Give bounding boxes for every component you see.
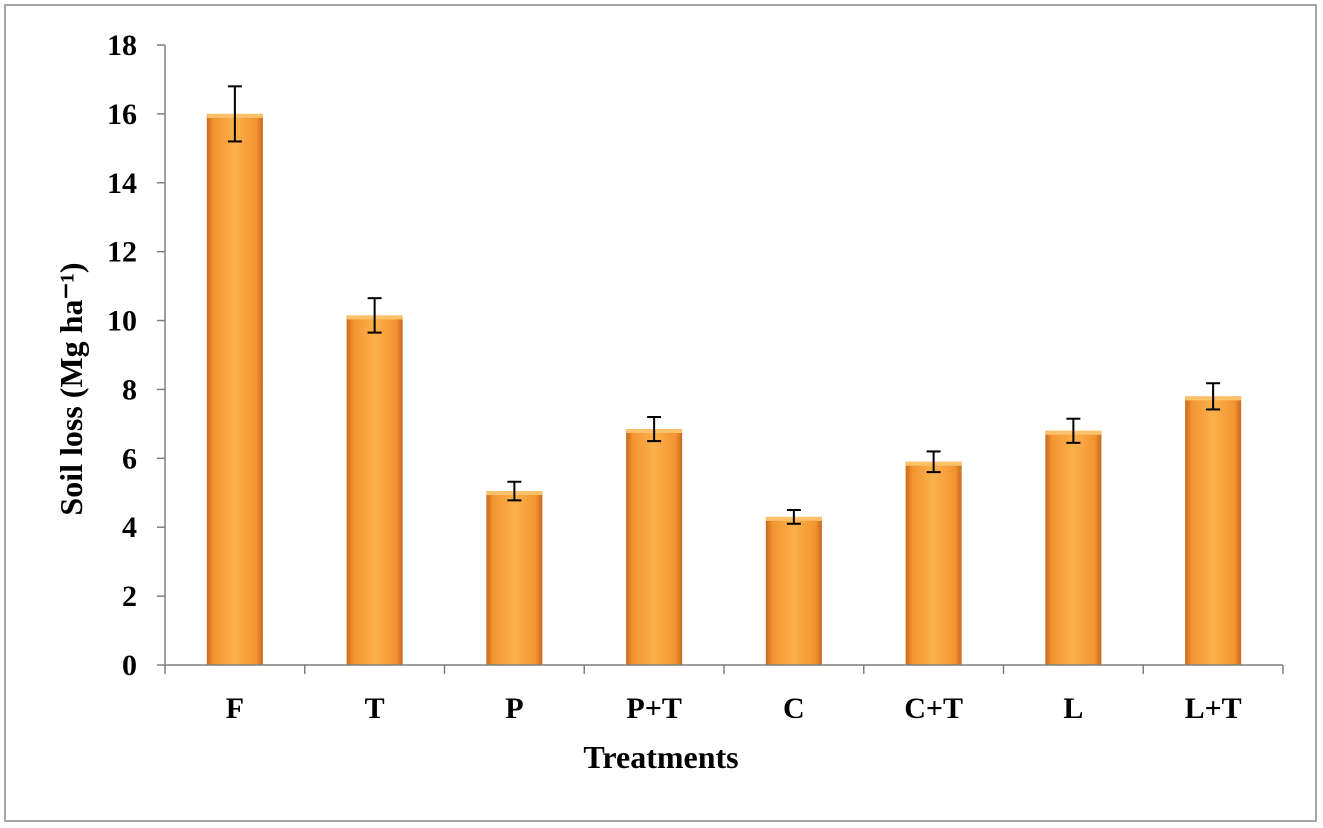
y-axis-ticks: 0 2 4 6 8 10 12 14 16 18 bbox=[107, 29, 165, 682]
bars bbox=[206, 113, 1242, 665]
bar bbox=[1185, 396, 1242, 665]
error-bar bbox=[1066, 417, 1081, 444]
error-bars bbox=[227, 85, 1221, 525]
bar bbox=[346, 315, 403, 665]
x-tick-label: P+T bbox=[626, 692, 681, 725]
error-bar bbox=[507, 480, 522, 502]
y-tick-label: 0 bbox=[122, 649, 137, 682]
x-tick-label: F bbox=[226, 692, 244, 725]
bar-body bbox=[765, 516, 822, 665]
bar bbox=[1045, 430, 1102, 665]
y-tick-label: 10 bbox=[107, 305, 137, 338]
y-tick-label: 18 bbox=[107, 29, 137, 62]
y-tick-label: 2 bbox=[122, 580, 137, 613]
x-tick-label: L+T bbox=[1185, 692, 1242, 725]
y-tick-label: 4 bbox=[122, 511, 137, 544]
error-bar bbox=[1206, 382, 1221, 411]
x-tick-label: C bbox=[783, 692, 805, 725]
x-tick-label: L bbox=[1063, 692, 1083, 725]
error-bar bbox=[786, 509, 801, 525]
bar bbox=[206, 113, 263, 665]
bar bbox=[486, 491, 543, 665]
error-bar bbox=[647, 416, 662, 443]
bar-body bbox=[1045, 430, 1102, 665]
bar-body bbox=[905, 461, 962, 665]
y-tick-label: 12 bbox=[107, 236, 137, 269]
error-bar bbox=[367, 297, 382, 334]
bar-body bbox=[486, 491, 543, 665]
y-tick-label: 6 bbox=[122, 442, 137, 475]
bar-body bbox=[346, 315, 403, 665]
bar-body bbox=[1185, 396, 1242, 665]
x-tick-label: C+T bbox=[904, 692, 963, 725]
bar bbox=[626, 429, 683, 665]
bar bbox=[765, 516, 822, 665]
axes bbox=[164, 45, 1284, 674]
bar-body bbox=[626, 429, 683, 665]
x-tick-label: T bbox=[365, 692, 385, 725]
bar bbox=[905, 461, 962, 665]
y-tick-label: 16 bbox=[107, 98, 137, 131]
y-tick-label: 14 bbox=[107, 167, 137, 200]
error-bar bbox=[227, 85, 242, 143]
y-axis-title: Soil loss (Mg ha⁻¹) bbox=[53, 262, 89, 515]
bar-body bbox=[206, 113, 263, 665]
x-axis-title: Treatments bbox=[583, 739, 738, 775]
y-tick-label: 8 bbox=[122, 373, 137, 406]
x-tick-label: P bbox=[505, 692, 523, 725]
x-axis-labels: F T P P+T C C+T L L+T bbox=[226, 692, 1242, 725]
error-bar bbox=[926, 450, 941, 474]
